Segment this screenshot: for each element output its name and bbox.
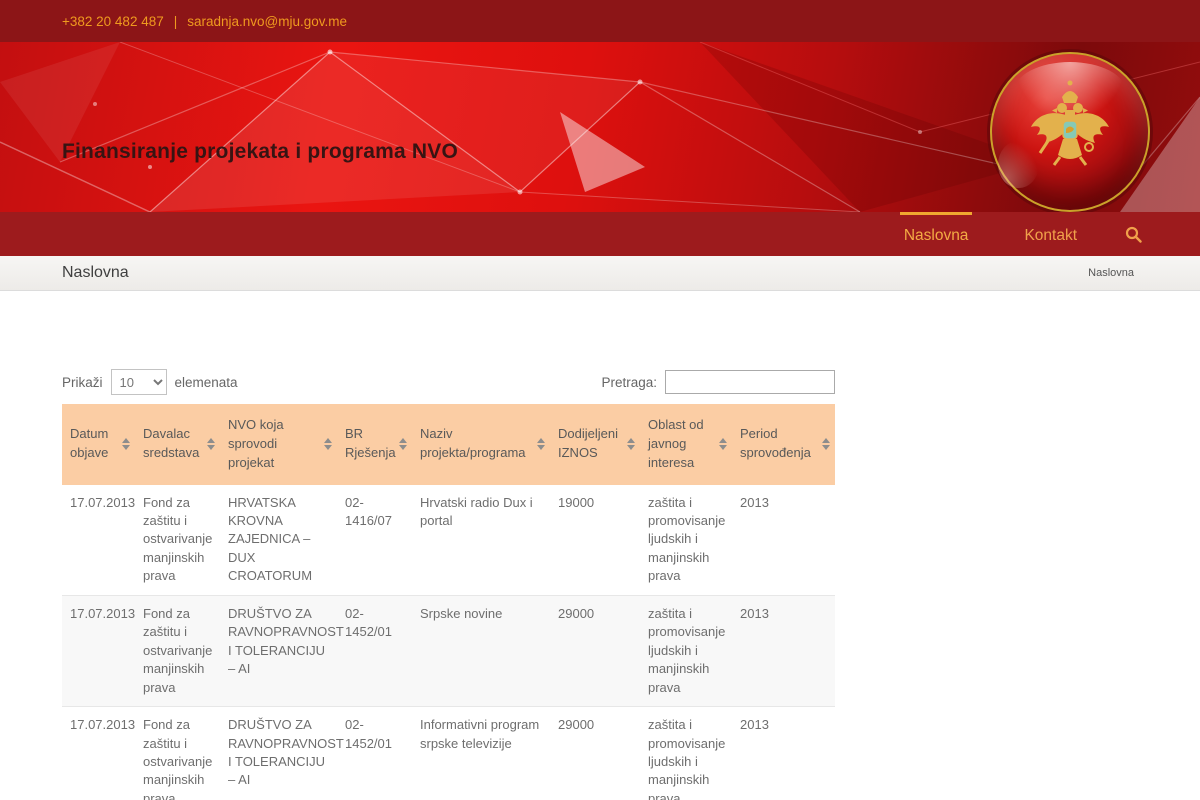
table-row: 17.07.2013 Fond za zaštitu i ostvarivanje…	[62, 595, 835, 708]
page-title: Naslovna	[62, 264, 129, 281]
page-size-select[interactable]: 10	[110, 369, 167, 395]
table-cell: Informativni program srpske televizije	[412, 706, 550, 800]
column-header-naziv-projekta[interactable]: Naziv projekta/programa	[412, 404, 550, 485]
table-cell: 29000	[550, 706, 640, 800]
sort-icon[interactable]	[324, 438, 332, 451]
site-title: Finansiranje projekata i programa NVO	[62, 140, 459, 163]
column-header-dodijeljeni-iznos[interactable]: Dodijeljeni IZNOS	[550, 404, 640, 485]
nav-item-naslovna[interactable]: Naslovna	[899, 212, 973, 256]
table-row: 17.07.2013 Fond za zaštitu i ostvarivanje…	[62, 484, 835, 596]
table-cell: zaštita i promovisanje ljudskih i manjin…	[640, 706, 732, 800]
table-cell: zaštita i promovisanje ljudskih i manjin…	[640, 595, 732, 708]
table-cell: DRUŠTVO ZA RAVNOPRAVNOST I TOLERANCIJU –…	[220, 595, 344, 708]
email-link[interactable]: saradnja.nvo@mju.gov.me	[187, 13, 348, 29]
column-header-oblast[interactable]: Oblast od javnog interesa	[640, 404, 732, 485]
table-cell: Fond za zaštitu i ostvarivanje manjinski…	[135, 595, 220, 708]
sort-icon[interactable]	[122, 438, 130, 451]
nav-item-kontakt[interactable]: Kontakt	[1024, 226, 1077, 244]
sort-icon[interactable]	[399, 438, 407, 451]
search-label: Pretraga:	[601, 374, 657, 390]
table-header-row: Datum objave Davalac sredstava NVO koja …	[62, 404, 835, 485]
header-banner: Finansiranje projekata i programa NVO	[0, 42, 1200, 212]
table-row: 17.07.2013 Fond za zaštitu i ostvarivanje…	[62, 706, 835, 800]
table-cell: 17.07.2013	[62, 595, 135, 708]
table-cell: Fond za zaštitu i ostvarivanje manjinski…	[135, 706, 220, 800]
column-header-nvo[interactable]: NVO koja sprovodi projekat	[220, 404, 337, 485]
table-cell: zaštita i promovisanje ljudskih i manjin…	[640, 484, 732, 596]
table-cell: 2013	[732, 484, 835, 596]
table-cell: 02-1416/07	[337, 484, 412, 596]
table-cell: 2013	[732, 595, 835, 708]
table-cell: 29000	[550, 595, 640, 708]
main-nav: Naslovna Kontakt	[0, 212, 1200, 256]
column-header-davalac-sredstava[interactable]: Davalac sredstava	[135, 404, 220, 485]
table-cell: 02-1452/01	[337, 595, 412, 708]
table-cell: 17.07.2013	[62, 484, 135, 596]
sort-icon[interactable]	[822, 438, 830, 451]
sort-icon[interactable]	[207, 438, 215, 451]
table-cell: 02-1452/01	[337, 706, 412, 800]
main-content: Prikaži 10 elemenata Pretraga: Datum obj…	[62, 369, 835, 800]
column-header-datum-objave[interactable]: Datum objave	[62, 404, 135, 485]
table-cell: Hrvatski radio Dux i portal	[412, 484, 550, 596]
sort-icon[interactable]	[537, 438, 545, 451]
table-body: 17.07.2013 Fond za zaštitu i ostvarivanje…	[62, 484, 835, 800]
table-cell: Srpske novine	[412, 595, 550, 708]
table-cell: 2013	[732, 706, 835, 800]
table-cell: Fond za zaštitu i ostvarivanje manjinski…	[135, 484, 220, 596]
column-header-br-rjesenja[interactable]: BR Rješenja	[337, 404, 412, 485]
column-header-period[interactable]: Period sprovođenja	[732, 404, 835, 485]
projects-table: Datum objave Davalac sredstava NVO koja …	[62, 404, 835, 800]
table-cell: HRVATSKA KROVNA ZAJEDNICA – DUX CROATORU…	[220, 484, 337, 596]
breadcrumb[interactable]: Naslovna	[1088, 267, 1134, 279]
breadcrumb-bar: Naslovna Naslovna	[0, 256, 1200, 291]
contact-bar: +382 20 482 487 | saradnja.nvo@mju.gov.m…	[0, 0, 1200, 42]
separator: |	[173, 13, 178, 29]
table-cell: DRUŠTVO ZA RAVNOPRAVNOST I TOLERANCIJU –…	[220, 706, 344, 800]
elements-label: elemenata	[174, 374, 238, 390]
table-cell: 17.07.2013	[62, 706, 135, 800]
table-controls: Prikaži 10 elemenata Pretraga:	[62, 369, 835, 395]
sort-icon[interactable]	[627, 438, 635, 451]
phone-number: +382 20 482 487	[62, 13, 164, 29]
table-search-input[interactable]	[665, 370, 835, 394]
table-cell: 19000	[550, 484, 640, 596]
show-label: Prikaži	[62, 374, 103, 390]
sort-icon[interactable]	[719, 438, 727, 451]
search-icon[interactable]	[1125, 212, 1142, 256]
double-eagle-icon	[1031, 80, 1109, 166]
montenegro-coat-of-arms-logo[interactable]	[990, 52, 1150, 212]
